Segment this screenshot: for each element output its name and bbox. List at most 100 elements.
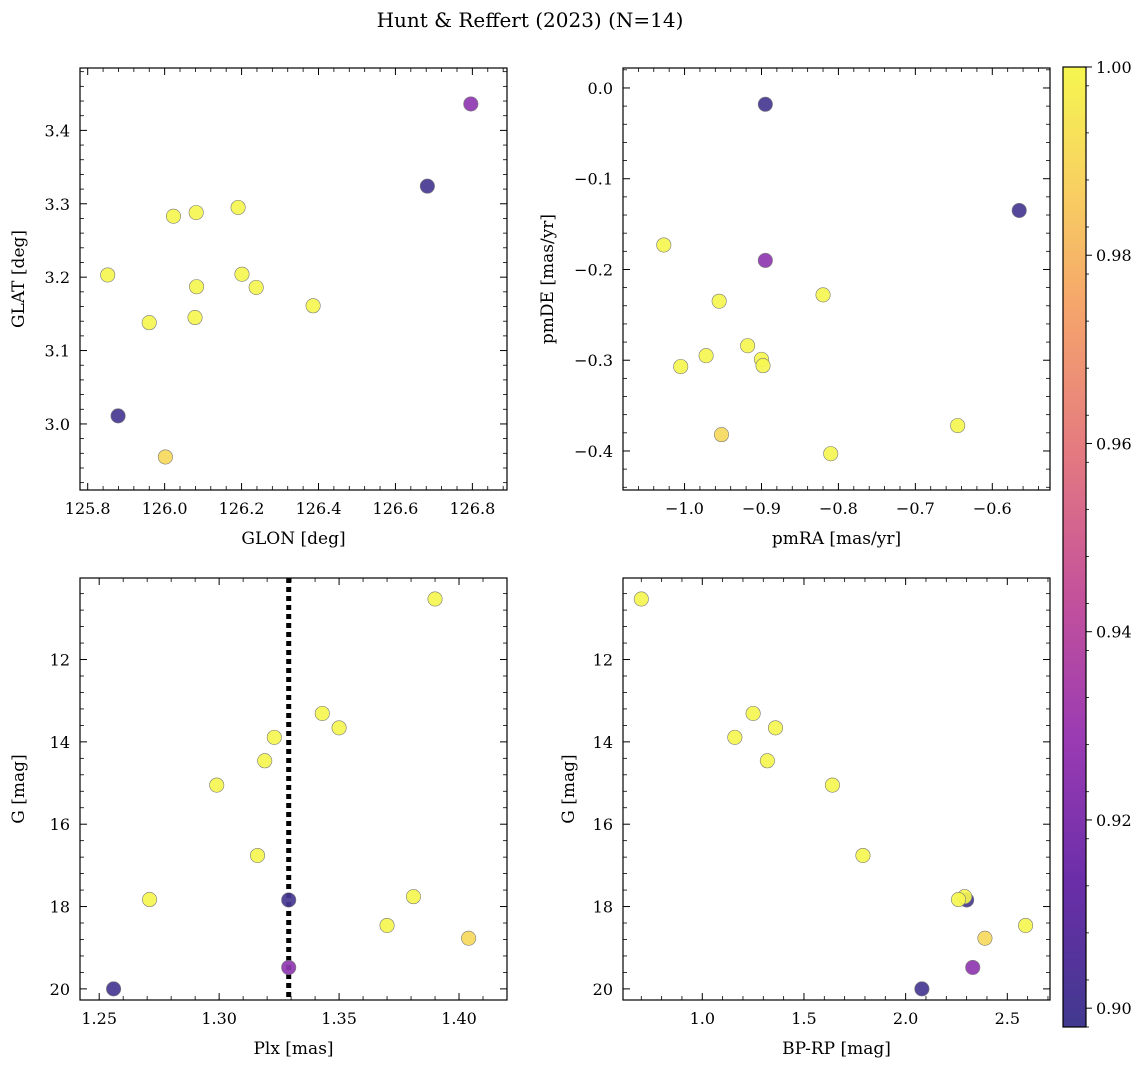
x-tick-label: −1.0 [665, 499, 704, 518]
y-tick-label: 3.3 [45, 195, 70, 214]
y-axis-label: G [mag] [559, 754, 579, 823]
scatter-point [314, 705, 330, 721]
axes-frame [79, 67, 508, 491]
scatter-point [698, 348, 714, 364]
x-tick-label: 126.2 [219, 499, 265, 518]
colorbar-tick-label: 0.90 [1096, 999, 1132, 1018]
y-axis-label: pmDE [mas/yr] [538, 214, 558, 344]
y-tick-label: 3.4 [45, 121, 70, 140]
scatter-point [755, 358, 771, 374]
y-tick-label: 3.1 [45, 342, 70, 361]
axes-frame [622, 67, 1051, 491]
scatter-point [209, 777, 225, 793]
scatter-point [713, 427, 729, 443]
x-tick-label: 1.0 [690, 1009, 715, 1028]
scatter-point [257, 753, 273, 769]
y-tick-label: 12 [593, 651, 613, 670]
scatter-point [1011, 202, 1027, 218]
x-tick-label: 1.5 [791, 1009, 816, 1028]
scatter-point [950, 418, 966, 434]
y-tick-label: 3.0 [45, 415, 70, 434]
scatter-point [823, 446, 839, 462]
x-axis-label: pmRA [mas/yr] [772, 529, 901, 549]
panel-pm: −1.0 −0.9 −0.8 −0.7 −0.6 −0.4 −0.3 −0.2 −0.1 0.0 p… [538, 67, 1051, 549]
scatter-point [767, 720, 783, 736]
y-tick-label: 3.2 [45, 268, 70, 287]
scatter-point [815, 287, 831, 303]
scatter-point [977, 930, 993, 946]
figure-title: Hunt & Reffert (2023) (N=14) [377, 8, 684, 32]
scatter-point [759, 753, 775, 769]
scatter-point [914, 981, 930, 997]
scatter-point [165, 208, 181, 224]
x-axis-label: GLON [deg] [241, 529, 345, 549]
y-axis-label: G [mag] [9, 754, 29, 823]
scatter-point [419, 178, 435, 194]
x-tick-label: 2.0 [893, 1009, 918, 1028]
scatter-point [157, 449, 173, 465]
y-tick-label: 12 [50, 651, 70, 670]
colorbar-tick-label: 0.94 [1096, 623, 1132, 642]
axes-frame [79, 577, 508, 1001]
colorbar-tick-label: 0.98 [1096, 246, 1132, 265]
x-tick-label: 2.5 [995, 1009, 1020, 1028]
scatter-point [234, 266, 250, 282]
scatter-point [188, 205, 204, 221]
x-tick-label: 126.8 [449, 499, 495, 518]
scatter-point [100, 267, 116, 283]
x-tick-label: 1.35 [321, 1009, 357, 1028]
colorbar: 0.90 0.92 0.94 0.96 0.98 1.00 [1062, 58, 1132, 1028]
panel-plx-g: 1.25 1.30 1.35 1.40 12 14 16 18 20 Plx [mas] G [ma… [9, 577, 508, 1059]
colorbar-tick-label: 1.00 [1096, 58, 1132, 77]
panel-cmd: 1.0 1.5 2.0 2.5 12 14 16 18 20 BP-RP [mag] G [mag] [559, 577, 1051, 1059]
scatter-point [740, 338, 756, 354]
scatter-point [110, 408, 126, 424]
scatter-point [248, 279, 264, 295]
y-tick-label: 14 [50, 733, 70, 752]
x-tick-label: 1.30 [201, 1009, 237, 1028]
y-tick-label: 14 [593, 733, 613, 752]
axes-frame [622, 577, 1051, 1001]
scatter-point [250, 847, 266, 863]
colorbar-tick-label: 0.96 [1096, 434, 1132, 453]
scatter-point [711, 293, 727, 309]
x-tick-label: −0.8 [819, 499, 858, 518]
x-tick-label: −0.9 [742, 499, 781, 518]
y-tick-label: −0.1 [574, 170, 613, 189]
y-tick-label: 16 [50, 815, 70, 834]
y-tick-label: 20 [50, 980, 70, 999]
scatter-point [824, 777, 840, 793]
scatter-point [379, 917, 395, 933]
y-tick-label: 0.0 [588, 79, 613, 98]
x-tick-label: 126.0 [142, 499, 188, 518]
x-tick-label: 1.40 [441, 1009, 477, 1028]
x-axis-label: BP-RP [mag] [782, 1039, 891, 1059]
scatter-point [1018, 917, 1034, 933]
y-tick-label: 18 [593, 898, 613, 917]
scatter-point [142, 892, 158, 908]
scatter-point [463, 96, 479, 112]
x-axis-label: Plx [mas] [253, 1039, 333, 1059]
scatter-point [855, 847, 871, 863]
scatter-point [633, 591, 649, 607]
scatter-point [331, 720, 347, 736]
scatter-point [141, 315, 157, 331]
scatter-point [950, 892, 966, 908]
scatter-point [656, 237, 672, 253]
scatter-point [281, 892, 297, 908]
scatter-point [266, 729, 282, 745]
scatter-point [281, 959, 297, 975]
scatter-point [757, 96, 773, 112]
x-tick-label: 126.6 [373, 499, 419, 518]
scatter-point [965, 959, 981, 975]
scatter-point [230, 199, 246, 215]
scatter-point [427, 591, 443, 607]
scatter-point [727, 729, 743, 745]
scatter-point [189, 279, 205, 295]
x-tick-label: −0.7 [896, 499, 935, 518]
x-tick-label: 125.8 [65, 499, 111, 518]
y-axis-label: GLAT [deg] [9, 230, 29, 328]
scatter-point [461, 930, 477, 946]
colorbar-tick-label: 0.92 [1096, 811, 1132, 830]
